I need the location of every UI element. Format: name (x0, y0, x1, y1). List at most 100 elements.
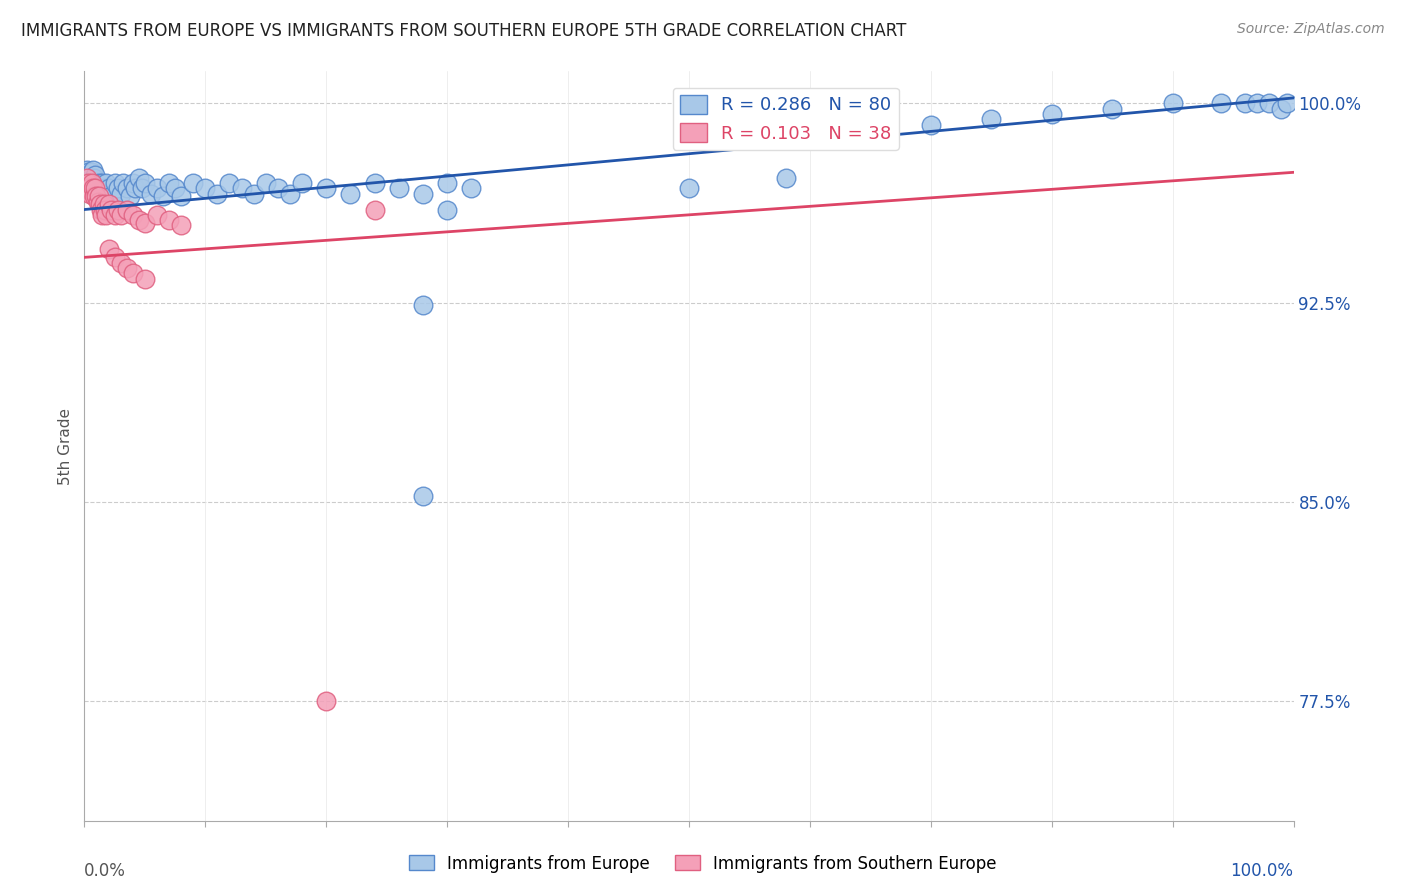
Legend: R = 0.286   N = 80, R = 0.103   N = 38: R = 0.286 N = 80, R = 0.103 N = 38 (672, 88, 898, 150)
Point (82, 162, 104, 177)
Point (128, 170, 150, 185)
Point (84, 168, 107, 182)
Point (139, 186, 162, 201)
Point (436, 202, 458, 217)
Point (207, 186, 229, 201)
Point (94, 181, 117, 195)
Point (94, 176, 117, 190)
Point (181, 176, 204, 190)
Point (77, 173, 100, 187)
Point (86, 189, 108, 203)
Point (1101, 102, 1123, 116)
Point (110, 186, 132, 201)
Point (87, 176, 110, 190)
Point (112, 176, 135, 190)
Point (86, 194, 108, 209)
Point (267, 181, 290, 195)
Point (104, 208, 127, 222)
Point (1246, 96, 1268, 111)
Point (170, 189, 193, 203)
Point (83, 170, 105, 185)
Point (170, 219, 193, 233)
Point (120, 189, 142, 203)
Point (82, 176, 104, 190)
Point (1234, 96, 1257, 111)
Point (157, 213, 180, 227)
Point (104, 176, 127, 190)
Point (134, 176, 156, 190)
Point (315, 181, 337, 195)
Point (436, 176, 458, 190)
Point (121, 176, 143, 190)
Point (90, 186, 112, 201)
Point (146, 181, 169, 195)
Point (218, 176, 240, 190)
Point (242, 186, 264, 201)
Text: 0.0%: 0.0% (84, 862, 127, 880)
Point (678, 181, 700, 195)
Point (80, 176, 103, 190)
Point (146, 208, 169, 222)
Point (194, 181, 217, 195)
Point (93, 197, 115, 211)
Point (76, 162, 98, 177)
Point (82, 181, 104, 195)
Point (823, 123, 845, 137)
Point (83, 181, 105, 195)
Point (124, 181, 146, 195)
Point (77, 181, 100, 195)
Point (1161, 96, 1184, 111)
Point (1277, 96, 1299, 111)
Point (79, 186, 101, 201)
Point (77, 168, 100, 182)
Point (84, 181, 107, 195)
Point (115, 181, 138, 195)
Point (100, 202, 122, 217)
Point (93, 189, 115, 203)
Point (80, 170, 103, 185)
Point (107, 181, 129, 195)
Point (920, 118, 942, 132)
Point (134, 216, 156, 230)
Point (460, 181, 482, 195)
Point (254, 176, 277, 190)
Point (76, 170, 98, 185)
Point (412, 298, 434, 312)
Point (86, 181, 108, 195)
Point (76, 181, 98, 195)
Point (107, 202, 129, 217)
Legend: Immigrants from Europe, Immigrants from Southern Europe: Immigrants from Europe, Immigrants from … (402, 848, 1004, 880)
Point (152, 189, 174, 203)
Point (115, 202, 138, 217)
Point (363, 176, 385, 190)
Point (79, 176, 101, 190)
Point (83, 189, 105, 203)
Point (75, 181, 97, 195)
Point (363, 202, 385, 217)
Point (94, 202, 117, 217)
Point (1040, 107, 1063, 121)
Point (278, 186, 301, 201)
Point (89, 197, 111, 211)
Point (79, 181, 101, 195)
Point (90, 202, 112, 217)
Text: IMMIGRANTS FROM EUROPE VS IMMIGRANTS FROM SOUTHERN EUROPE 5TH GRADE CORRELATION : IMMIGRANTS FROM EUROPE VS IMMIGRANTS FRO… (21, 22, 907, 40)
Point (77, 165, 100, 179)
Point (115, 260, 138, 275)
Point (80, 165, 103, 179)
Point (339, 186, 361, 201)
Text: Source: ZipAtlas.com: Source: ZipAtlas.com (1237, 22, 1385, 37)
Point (134, 271, 156, 285)
Text: 100.0%: 100.0% (1230, 862, 1294, 880)
Point (75, 176, 97, 190)
Point (97, 243, 120, 257)
Point (89, 181, 111, 195)
Point (412, 490, 434, 504)
Point (165, 181, 187, 195)
Point (86, 189, 108, 203)
Point (82, 181, 104, 195)
Point (94, 208, 117, 222)
Point (121, 208, 143, 222)
Point (231, 181, 253, 195)
Point (1258, 96, 1281, 111)
